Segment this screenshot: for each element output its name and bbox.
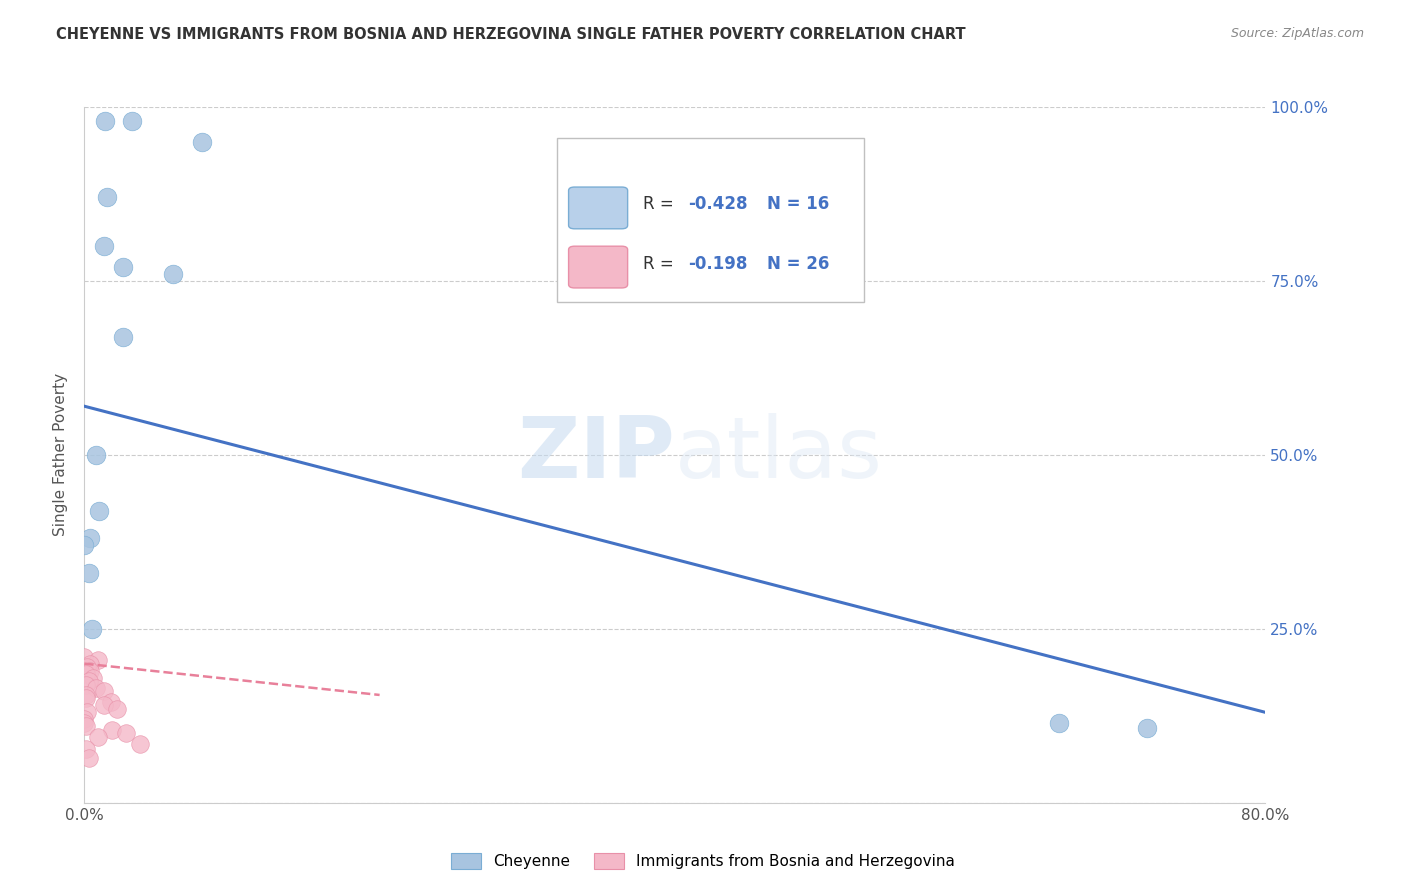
Point: [93, 239, 115, 253]
Point: [129, 737, 152, 751]
Point: [111, 260, 134, 274]
Text: CHEYENNE VS IMMIGRANTS FROM BOSNIA AND HERZEGOVINA SINGLE FATHER POVERTY CORRELA: CHEYENNE VS IMMIGRANTS FROM BOSNIA AND H…: [56, 27, 966, 42]
FancyBboxPatch shape: [557, 138, 863, 301]
Point: [100, 695, 122, 709]
Point: [73, 649, 96, 664]
Point: [121, 114, 143, 128]
Text: R =: R =: [643, 254, 679, 273]
FancyBboxPatch shape: [568, 187, 627, 228]
Point: [76, 706, 98, 720]
Point: [79, 657, 101, 671]
Point: [86, 653, 108, 667]
Point: [75, 667, 97, 681]
Point: [75, 677, 97, 691]
Point: [73, 712, 96, 726]
Point: [162, 267, 184, 281]
Point: [86, 730, 108, 744]
Point: [79, 664, 101, 678]
Text: R =: R =: [643, 195, 679, 213]
Text: ZIP: ZIP: [517, 413, 675, 497]
Point: [75, 719, 97, 733]
Point: [80, 622, 103, 636]
Legend: Cheyenne, Immigrants from Bosnia and Herzegovina: Cheyenne, Immigrants from Bosnia and Her…: [444, 847, 962, 875]
Point: [94, 114, 117, 128]
Point: [75, 688, 97, 702]
Text: atlas: atlas: [675, 413, 883, 497]
Point: [96, 190, 118, 204]
Point: [93, 684, 115, 698]
Point: [191, 135, 214, 149]
Point: [77, 750, 100, 764]
Point: [1047, 715, 1070, 730]
Point: [73, 715, 96, 730]
Point: [75, 741, 97, 756]
Point: [77, 674, 100, 689]
FancyBboxPatch shape: [568, 246, 627, 288]
Point: [73, 538, 96, 552]
Point: [84, 681, 107, 695]
Point: [114, 726, 136, 740]
Text: N = 26: N = 26: [768, 254, 830, 273]
Point: [75, 691, 97, 706]
Point: [93, 698, 115, 713]
Point: [82, 671, 104, 685]
Point: [1136, 721, 1159, 735]
Point: [84, 448, 107, 462]
Text: -0.198: -0.198: [688, 254, 747, 273]
Point: [77, 566, 100, 581]
Point: [76, 660, 98, 674]
Text: Source: ZipAtlas.com: Source: ZipAtlas.com: [1230, 27, 1364, 40]
Point: [105, 702, 128, 716]
Point: [111, 329, 134, 343]
Text: -0.428: -0.428: [688, 195, 748, 213]
Point: [101, 723, 124, 737]
Point: [79, 532, 101, 546]
Y-axis label: Single Father Poverty: Single Father Poverty: [53, 374, 69, 536]
Point: [89, 503, 111, 517]
Text: N = 16: N = 16: [768, 195, 830, 213]
